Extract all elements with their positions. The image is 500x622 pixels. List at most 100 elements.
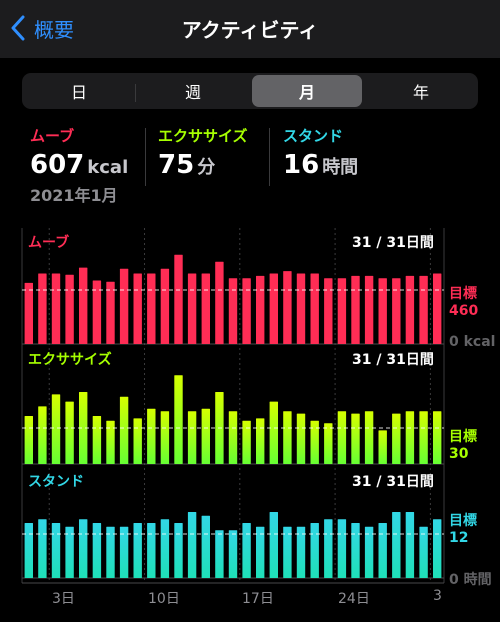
move-bar [419, 275, 428, 344]
stand-bar [106, 526, 115, 578]
move-bar [106, 281, 115, 344]
stand-bar [215, 530, 224, 578]
stand-bar [296, 526, 306, 578]
move-bar [283, 271, 292, 344]
stand-unit: 時間 [322, 157, 359, 178]
stand-bar [378, 523, 387, 578]
stand-bar [228, 530, 238, 578]
stand-bar [405, 512, 415, 578]
move-bar [392, 278, 401, 344]
move-bar [133, 273, 142, 344]
move-bar [310, 273, 319, 344]
summary-date: 2021年1月 [30, 186, 118, 205]
exercise-bar [133, 418, 142, 464]
segment-day[interactable]: 日 [24, 75, 134, 107]
exercise-bar [201, 408, 210, 464]
exercise-bar [174, 375, 183, 464]
stand-summary: スタンド 16 時間 [283, 125, 358, 180]
stand-bar [79, 519, 88, 578]
move-label: ムーブ [30, 127, 75, 145]
exercise-summary: エクササイズ 75 分 [158, 125, 248, 180]
exercise-goal-value: 30 [449, 446, 469, 462]
stand-bar [351, 523, 360, 578]
move-bar [51, 273, 61, 344]
exercise-bar [228, 411, 238, 464]
stand-bar [92, 523, 102, 578]
move-bar [201, 273, 210, 344]
stand-bar [419, 526, 428, 578]
chevron-left-icon [11, 15, 25, 41]
back-button[interactable]: 概要 [10, 12, 74, 44]
move-bar [147, 273, 156, 344]
move-bar [24, 282, 33, 344]
x-axis-label: 24日 [338, 591, 370, 607]
segment-day-label: 日 [70, 83, 87, 102]
move-bar [256, 275, 265, 344]
move-bar [228, 278, 238, 344]
segment-week-label: 週 [184, 83, 201, 102]
page-title: アクティビティ [181, 18, 319, 42]
move-goal-value: 460 [449, 303, 479, 319]
exercise-bar [256, 418, 265, 464]
move-bar [378, 278, 387, 344]
stand-bar [364, 526, 374, 578]
move-bar [92, 280, 102, 344]
exercise-bar [419, 411, 428, 464]
move-bar [79, 267, 88, 344]
segment-divider [135, 84, 136, 102]
segment-week[interactable]: 週 [135, 75, 248, 107]
segment-year[interactable]: 年 [366, 75, 476, 107]
move-summary: ムーブ 607 kcal 2021年1月 [30, 125, 128, 206]
exercise-goal-label: 目標 [449, 429, 477, 445]
move-bar [351, 275, 360, 344]
stand-value: 16 時間 [283, 150, 358, 180]
exercise-bar [337, 411, 347, 464]
move-bar [324, 278, 333, 344]
stand-bar [433, 519, 442, 578]
stand-bar [337, 519, 347, 578]
move-bar [119, 268, 129, 344]
exercise-bar [160, 411, 170, 464]
exercise-bar [242, 420, 251, 464]
navigation-bar: 概要 アクティビティ [0, 0, 500, 58]
move-bar [364, 275, 374, 344]
stand-bar [283, 526, 292, 578]
exercise-bar [38, 406, 47, 464]
move-value: 607 kcal [30, 150, 128, 180]
stand-chart-title: スタンド [28, 474, 84, 490]
stand-chart-count: 31 / 31日間 [352, 474, 434, 490]
summary-divider [145, 128, 146, 186]
stand-bar [201, 515, 210, 578]
exercise-bar [119, 396, 129, 464]
stand-bar [174, 523, 183, 578]
stand-bar [133, 523, 142, 578]
stand-bar [324, 519, 333, 578]
move-zero-label: 0 kcal [449, 334, 496, 350]
back-label: 概要 [34, 17, 74, 42]
exercise-bar [92, 416, 102, 464]
move-bar [269, 273, 278, 344]
stand-bar [24, 523, 33, 578]
stand-bar [392, 512, 401, 578]
segment-month-label: 月 [298, 83, 315, 102]
move-bar [215, 261, 224, 345]
x-axis-label: 10日 [148, 591, 180, 607]
stand-bar [38, 519, 47, 578]
move-bar [405, 275, 415, 344]
move-chart-title: ムーブ [28, 235, 70, 251]
exercise-bar [147, 408, 156, 464]
move-chart-count: 31 / 31日間 [352, 235, 434, 251]
exercise-bar [269, 401, 278, 464]
exercise-bar [364, 411, 374, 464]
move-bar [174, 254, 183, 344]
stand-bar [310, 523, 319, 578]
exercise-bar [324, 423, 333, 464]
charts-canvas [21, 228, 445, 584]
exercise-label: エクササイズ [158, 127, 248, 145]
exercise-bar [405, 411, 415, 464]
stand-zero-label: 0 時間 [449, 572, 492, 588]
stand-bar [160, 519, 170, 578]
move-bar [242, 278, 251, 344]
move-bar [296, 273, 306, 344]
segment-month[interactable]: 月 [252, 75, 362, 107]
